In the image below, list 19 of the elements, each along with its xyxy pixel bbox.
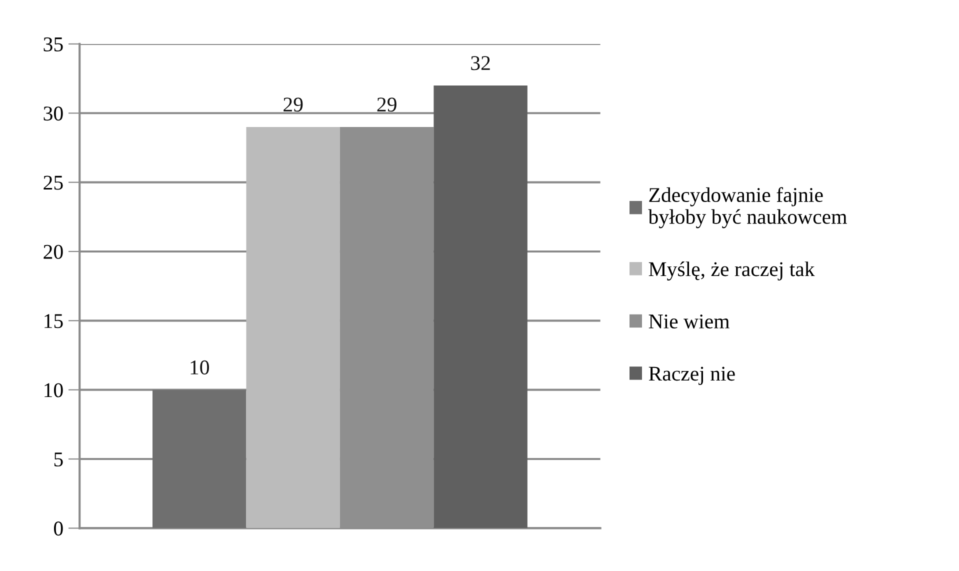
data-label: 29 (284, 98, 303, 112)
bar (152, 390, 246, 528)
y-tick-label: 20 (44, 244, 63, 259)
y-tick-label: 5 (54, 452, 63, 466)
bar (246, 126, 340, 528)
data-label: 10 (190, 360, 209, 374)
y-tick-label: 10 (44, 383, 63, 398)
legend-label: Zdecydowanie fajnie byłoby być naukowcem (648, 187, 847, 228)
legend-label: Myślę, że raczej tak (648, 262, 815, 281)
bar (434, 85, 528, 528)
y-tick-label: 35 (44, 37, 63, 52)
y-tick-label: 25 (44, 176, 63, 190)
legend-label: Raczej nie (648, 366, 735, 385)
y-tick-label: 15 (44, 314, 63, 328)
y-tick-label: 0 (54, 522, 63, 536)
data-label: 32 (471, 56, 490, 70)
data-label: 29 (377, 98, 396, 112)
legend-label: Nie wiem (648, 314, 730, 329)
y-tick-label: 30 (44, 106, 63, 121)
